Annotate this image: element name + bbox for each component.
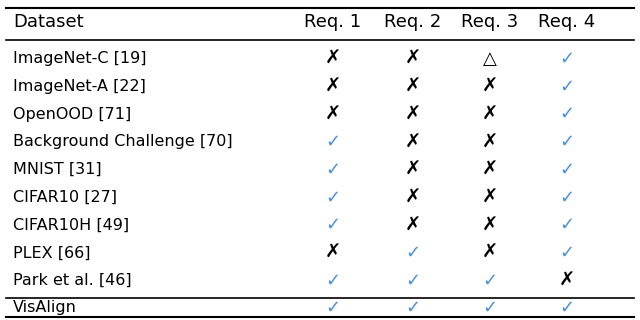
Text: MNIST [31]: MNIST [31] [13, 162, 101, 177]
Text: ✗: ✗ [404, 216, 421, 235]
Text: ✓: ✓ [482, 299, 497, 316]
Text: ✓: ✓ [405, 244, 420, 262]
Text: ImageNet-C [19]: ImageNet-C [19] [13, 51, 147, 66]
Text: ✓: ✓ [325, 188, 340, 206]
Text: ✗: ✗ [481, 160, 498, 179]
Text: ✓: ✓ [559, 133, 574, 151]
Text: ✗: ✗ [324, 77, 341, 96]
Text: ✓: ✓ [325, 299, 340, 316]
Text: ✗: ✗ [324, 105, 341, 124]
Text: Req. 1: Req. 1 [304, 13, 362, 31]
Text: ✓: ✓ [325, 133, 340, 151]
Text: Background Challenge [70]: Background Challenge [70] [13, 134, 232, 149]
Text: ✓: ✓ [482, 272, 497, 290]
Text: ✗: ✗ [481, 77, 498, 96]
Text: △: △ [483, 50, 497, 68]
Text: ✗: ✗ [404, 132, 421, 151]
Text: ✓: ✓ [325, 161, 340, 179]
Text: CIFAR10 [27]: CIFAR10 [27] [13, 190, 116, 205]
Text: CIFAR10H [49]: CIFAR10H [49] [13, 218, 129, 233]
Text: ✓: ✓ [405, 272, 420, 290]
Text: ✓: ✓ [559, 50, 574, 68]
Text: ✓: ✓ [559, 188, 574, 206]
Text: ✓: ✓ [325, 272, 340, 290]
Text: ✗: ✗ [481, 188, 498, 207]
Text: OpenOOD [71]: OpenOOD [71] [13, 107, 131, 122]
Text: ✓: ✓ [559, 299, 574, 316]
Text: ✗: ✗ [481, 216, 498, 235]
Text: PLEX [66]: PLEX [66] [13, 245, 90, 260]
Text: ✗: ✗ [404, 105, 421, 124]
Text: ✗: ✗ [404, 77, 421, 96]
Text: ImageNet-A [22]: ImageNet-A [22] [13, 79, 146, 94]
Text: Req. 3: Req. 3 [461, 13, 518, 31]
Text: ✗: ✗ [558, 271, 575, 290]
Text: ✓: ✓ [405, 299, 420, 316]
Text: ✗: ✗ [324, 243, 341, 262]
Text: VisAlign: VisAlign [13, 300, 77, 315]
Text: Dataset: Dataset [13, 13, 83, 31]
Text: ✓: ✓ [325, 216, 340, 234]
Text: ✗: ✗ [481, 243, 498, 262]
Text: Park et al. [46]: Park et al. [46] [13, 273, 131, 288]
Text: ✓: ✓ [559, 77, 574, 95]
Text: ✗: ✗ [404, 188, 421, 207]
Text: ✓: ✓ [559, 161, 574, 179]
Text: ✗: ✗ [404, 160, 421, 179]
Text: ✓: ✓ [559, 244, 574, 262]
Text: Req. 4: Req. 4 [538, 13, 595, 31]
Text: ✓: ✓ [559, 105, 574, 123]
Text: Req. 2: Req. 2 [384, 13, 442, 31]
Text: ✗: ✗ [324, 49, 341, 68]
Text: ✗: ✗ [481, 132, 498, 151]
Text: ✗: ✗ [404, 49, 421, 68]
Text: ✓: ✓ [559, 216, 574, 234]
Text: ✗: ✗ [481, 105, 498, 124]
